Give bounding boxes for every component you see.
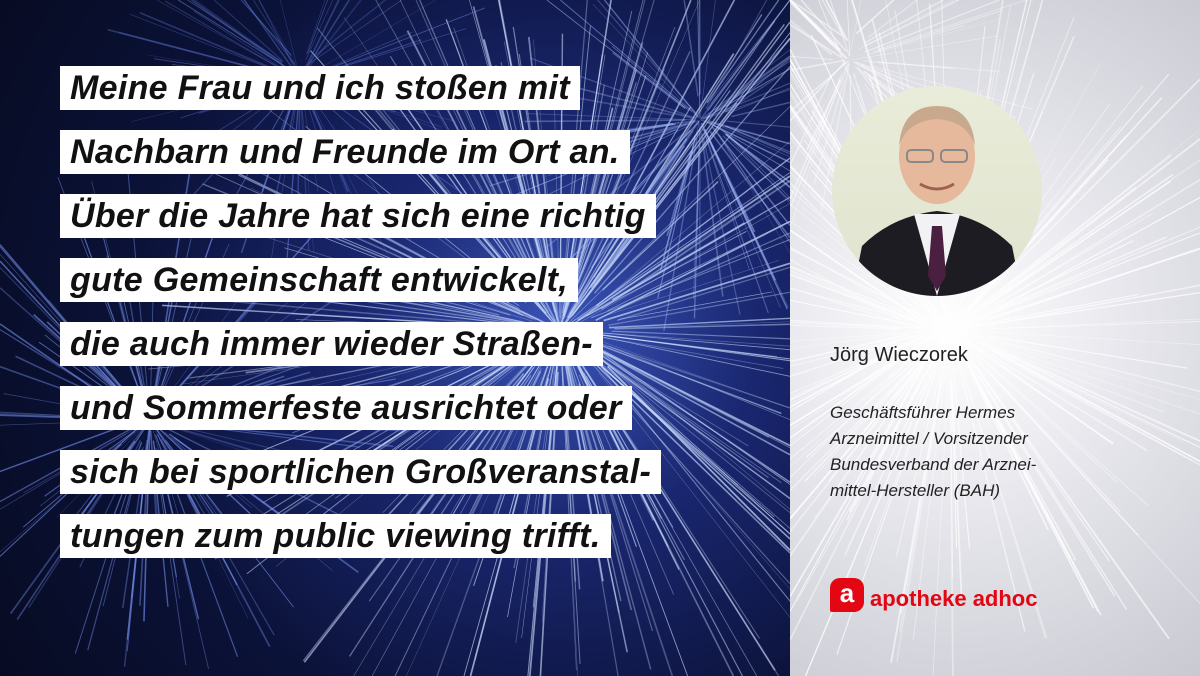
firework-streak [867, 0, 957, 39]
firework-streak [727, 121, 790, 127]
firework-streak [790, 56, 833, 59]
firework-streak [140, 13, 276, 70]
role-line: mittel-Hersteller (BAH) [830, 478, 1036, 504]
firework-streak [306, 0, 333, 60]
quote-line: Über die Jahre hat sich eine richtig [60, 194, 656, 238]
apotheke-adhoc-logo: a apotheke adhoc [830, 578, 1037, 612]
quote-line: die auch immer wieder Straßen- [60, 322, 603, 366]
firework-streak [302, 0, 361, 76]
fireworks-image [790, 0, 1200, 676]
firework-streak [731, 102, 790, 116]
firework-streak [877, 62, 953, 68]
quote-line: Nachbarn und Freunde im Ort an. [60, 130, 630, 174]
firework-streak [302, 0, 350, 75]
person-role: Geschäftsführer Hermes Arzneimittel / Vo… [830, 400, 1036, 504]
firework-streak [961, 332, 1200, 391]
fireworks-background-light [790, 0, 1200, 676]
quote-block: Meine Frau und ich stoßen mit Nachbarn u… [60, 66, 661, 578]
firework-streak [995, 319, 1200, 329]
role-line: Arzneimittel / Vorsitzender [830, 426, 1036, 452]
quote-line: tungen zum public viewing trifft. [60, 514, 611, 558]
role-line: Bundesverband der Arznei- [830, 452, 1036, 478]
quote-line: gute Gemeinschaft entwickelt, [60, 258, 578, 302]
logo-mark-icon: a [830, 578, 864, 612]
person-name: Jörg Wieczorek [830, 344, 968, 367]
firework-streak [259, 0, 298, 75]
firework-streak [790, 330, 941, 341]
fireworks-background-dark: Meine Frau und ich stoßen mit Nachbarn u… [0, 0, 790, 676]
firework-streak [826, 0, 847, 41]
role-line: Geschäftsführer Hermes [830, 400, 1036, 426]
logo-text: apotheke adhoc [870, 586, 1037, 612]
firework-streak [708, 57, 790, 118]
portrait-photo [832, 86, 1042, 296]
quote-line: und Sommerfeste ausrichtet oder [60, 386, 632, 430]
quote-line: sich bei sportlichen Großveranstal- [60, 450, 661, 494]
firework-streak [847, 0, 850, 57]
quote-line: Meine Frau und ich stoßen mit [60, 66, 580, 110]
firework-streak [873, 10, 1003, 52]
firework-streak [259, 0, 296, 65]
